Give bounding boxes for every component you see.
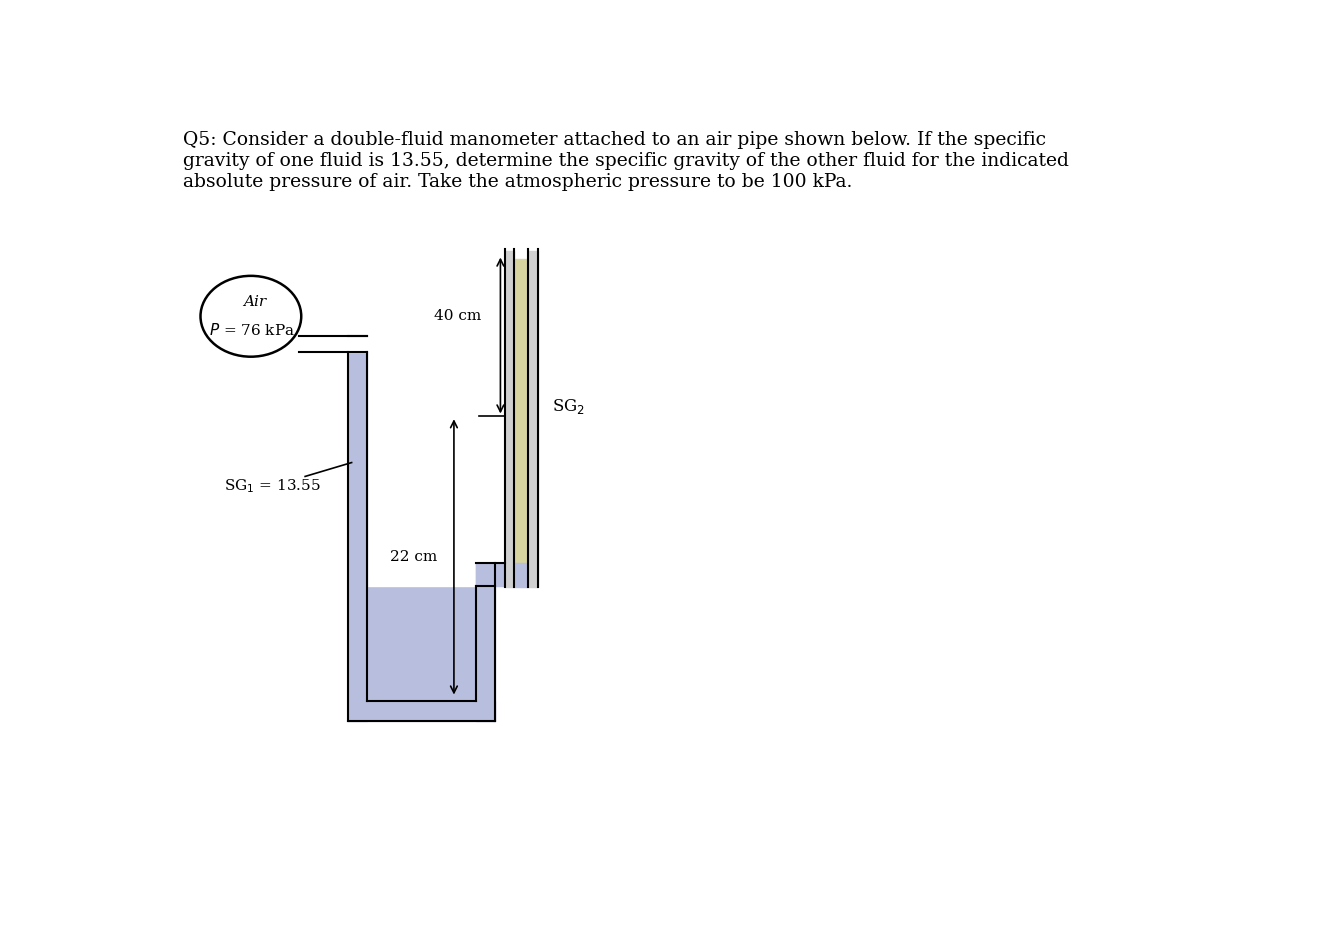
Bar	[347, 353, 367, 720]
Text: $P$ = 76 kPa: $P$ = 76 kPa	[209, 322, 295, 338]
Text: Q5: Consider a double-fluid manometer attached to an air pipe shown below. If th: Q5: Consider a double-fluid manometer at…	[183, 132, 1068, 191]
Bar	[367, 353, 476, 586]
Bar	[347, 702, 496, 720]
Text: 40 cm: 40 cm	[435, 309, 481, 323]
Text: SG$_2$: SG$_2$	[551, 397, 584, 416]
Bar	[505, 251, 514, 588]
Bar	[529, 251, 538, 588]
Bar	[476, 563, 496, 720]
Bar	[476, 563, 505, 586]
Bar	[299, 336, 367, 353]
Text: 22 cm: 22 cm	[390, 550, 437, 564]
Bar	[514, 563, 529, 588]
Bar	[514, 259, 529, 586]
Text: Air: Air	[244, 296, 266, 309]
Text: SG$_1$ = 13.55: SG$_1$ = 13.55	[224, 477, 321, 495]
Bar	[367, 586, 476, 702]
